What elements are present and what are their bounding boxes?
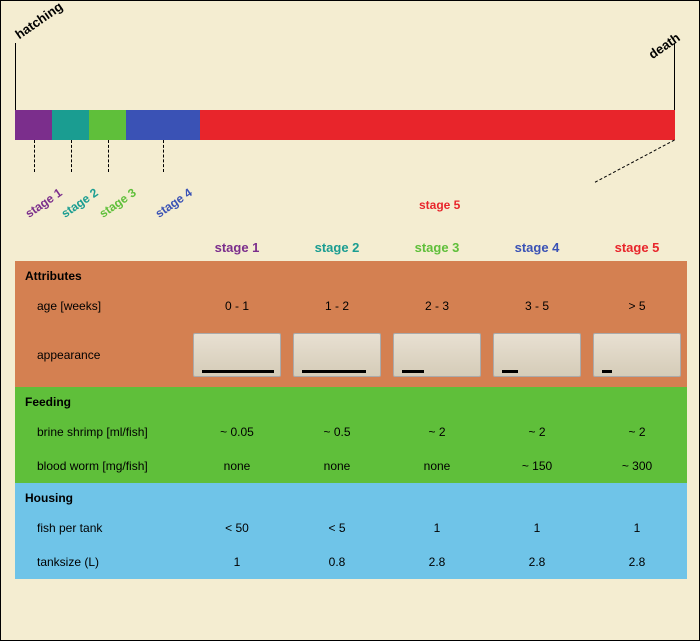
fish-image-s1	[193, 333, 281, 377]
fish-s2: < 5	[287, 511, 387, 545]
tank-s5: 2.8	[587, 545, 687, 579]
attributes-head: Attributes	[15, 261, 687, 289]
timeline-seg-stage5	[200, 110, 675, 140]
brine-s4: ~ 2	[487, 415, 587, 449]
label-age: age [weeks]	[15, 289, 187, 323]
tank-s2: 0.8	[287, 545, 387, 579]
row-blood: blood worm [mg/fish] none none none ~ 15…	[15, 449, 687, 483]
header-stage2: stage 2	[287, 233, 387, 261]
blood-s5: ~ 300	[587, 449, 687, 483]
header-stage1: stage 1	[187, 233, 287, 261]
header-row: stage 1 stage 2 stage 3 stage 4 stage 5	[15, 233, 687, 261]
fish-s4: 1	[487, 511, 587, 545]
fish-image-s4	[493, 333, 581, 377]
blood-s3: none	[387, 449, 487, 483]
row-brine: brine shrimp [ml/fish] ~ 0.05 ~ 0.5 ~ 2 …	[15, 415, 687, 449]
row-appearance: appearance	[15, 323, 687, 387]
brine-s3: ~ 2	[387, 415, 487, 449]
brine-s1: ~ 0.05	[187, 415, 287, 449]
timeline-bar	[15, 110, 675, 140]
header-stage4: stage 4	[487, 233, 587, 261]
blood-s2: none	[287, 449, 387, 483]
header-stage3: stage 3	[387, 233, 487, 261]
tick-left	[15, 43, 16, 111]
feeding-title: Feeding	[15, 387, 687, 415]
label-tank: tanksize (L)	[15, 545, 187, 579]
blood-s1: none	[187, 449, 287, 483]
brine-s5: ~ 2	[587, 415, 687, 449]
row-age: age [weeks] 0 - 1 1 - 2 2 - 3 3 - 5 > 5	[15, 289, 687, 323]
fish-s5: 1	[587, 511, 687, 545]
housing-title: Housing	[15, 483, 687, 511]
attributes-title: Attributes	[15, 261, 687, 289]
fish-image-s5	[593, 333, 681, 377]
tank-s1: 1	[187, 545, 287, 579]
label-brine: brine shrimp [ml/fish]	[15, 415, 187, 449]
label-fish: fish per tank	[15, 511, 187, 545]
age-s5: > 5	[587, 289, 687, 323]
stage-table: stage 1 stage 2 stage 3 stage 4 stage 5 …	[15, 233, 687, 579]
label-blood: blood worm [mg/fish]	[15, 449, 187, 483]
fish-image-s2	[293, 333, 381, 377]
stage-label-5: stage 5	[419, 198, 460, 212]
brine-s2: ~ 0.5	[287, 415, 387, 449]
age-s1: 0 - 1	[187, 289, 287, 323]
timeline-seg-stage3	[89, 110, 126, 140]
age-s3: 2 - 3	[387, 289, 487, 323]
label-appearance: appearance	[15, 323, 187, 387]
row-tank: tanksize (L) 1 0.8 2.8 2.8 2.8	[15, 545, 687, 579]
blood-s4: ~ 150	[487, 449, 587, 483]
dash-stage4	[163, 140, 164, 172]
dash-stage3	[108, 140, 109, 172]
tank-s3: 2.8	[387, 545, 487, 579]
figure-frame: hatching death stage 1stage 2stage 3stag…	[0, 0, 700, 641]
age-s2: 1 - 2	[287, 289, 387, 323]
dash-stage2	[71, 140, 72, 172]
fish-s1: < 50	[187, 511, 287, 545]
timeline-seg-stage1	[15, 110, 52, 140]
tick-right	[674, 43, 675, 111]
feeding-head: Feeding	[15, 387, 687, 415]
dash-stage1	[34, 140, 35, 172]
age-s4: 3 - 5	[487, 289, 587, 323]
tank-s4: 2.8	[487, 545, 587, 579]
timeline-seg-stage2	[52, 110, 89, 140]
housing-head: Housing	[15, 483, 687, 511]
header-stage5: stage 5	[587, 233, 687, 261]
fish-image-s3	[393, 333, 481, 377]
timeline-seg-stage4	[126, 110, 200, 140]
row-fish: fish per tank < 50 < 5 1 1 1	[15, 511, 687, 545]
fish-s3: 1	[387, 511, 487, 545]
